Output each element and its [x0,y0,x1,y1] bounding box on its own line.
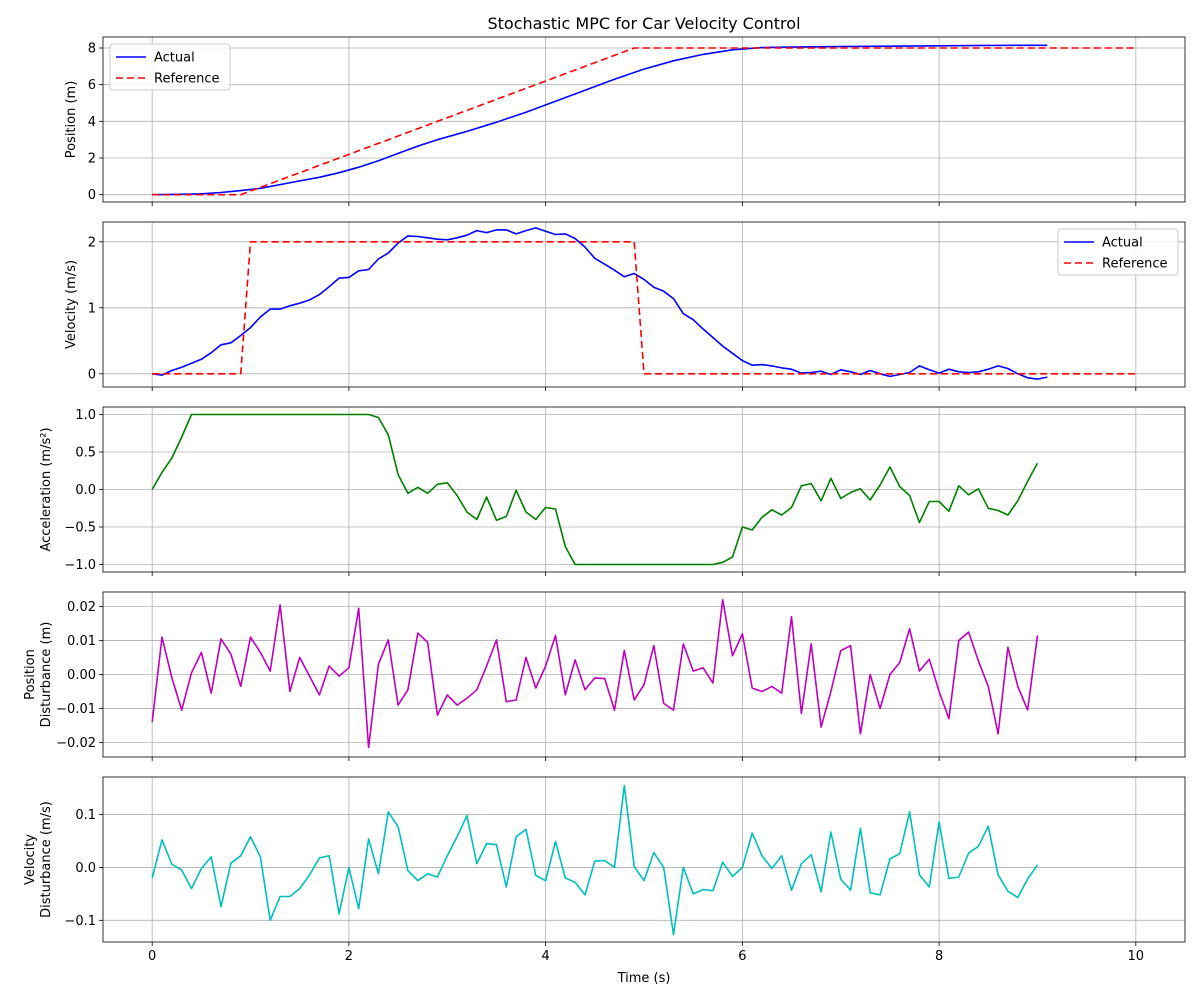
axes-frame [102,776,1186,943]
legend: Actual Reference [1057,228,1179,276]
y-axis-label: VelocityDisturbance (m/s) [23,801,54,918]
y-tick-label: 0.0 [75,861,96,876]
y-tick-label: 0.5 [75,446,96,461]
y-tick-label: −1.0 [64,558,96,573]
legend-label-reference: Reference [154,72,219,87]
y-tick-label: 8 [88,42,96,57]
y-tick-label: 1.0 [75,408,96,423]
y-tick-label: 2 [88,152,96,167]
y-tick-label: −0.01 [56,702,96,717]
x-tick-label: 10 [1128,949,1145,964]
series-line-data [151,413,1039,566]
legend-label-actual: Actual [1102,236,1143,251]
y-axis-label: Acceleration (m/s²) [39,427,54,551]
y-tick-label: 1 [88,301,96,316]
x-tick-label: 2 [345,949,353,964]
figure-title: Stochastic MPC for Car Velocity Control [487,14,800,33]
subplots: 0 2 4 6 8 Position (m) Actual Reference 0 1 2 Veloc… [23,36,1186,964]
y-axis-label-line: Velocity [23,834,38,885]
axes-frame [102,221,1186,388]
series-line-reference [152,241,1136,375]
legend-label-actual: Actual [154,51,195,66]
x-tick-label: 8 [935,949,943,964]
subplot-5: 0 2 4 6 8 10 −0.1 0.0 0.1 VelocityDisturbance (m/… [23,776,1186,964]
series-line-data [151,784,1039,936]
series-line-actual [152,227,1048,380]
legend: Actual Reference [109,43,231,91]
y-tick-label: −0.02 [56,736,96,751]
series-line-reference [152,47,1136,196]
x-tick-label: 6 [738,949,746,964]
series-line-data [151,598,1039,749]
y-axis-label-line: Disturbance (m) [39,622,54,728]
axes-frame [102,36,1186,203]
y-axis-label-line: Disturbance (m/s) [39,801,54,918]
subplot-2: 0 1 2 Velocity (m/s) Actual Reference [64,221,1186,391]
legend-label-reference: Reference [1102,257,1167,272]
y-tick-label: 0.01 [67,634,96,649]
y-tick-label: −0.5 [64,521,96,536]
series-line-actual [152,44,1048,196]
y-tick-label: 0.00 [67,668,96,683]
y-axis-label: Position (m) [64,81,79,159]
y-tick-label: 2 [88,235,96,250]
x-tick-label: 0 [148,949,156,964]
y-tick-label: 0.02 [67,600,96,615]
y-tick-label: 0 [88,367,96,382]
y-tick-label: −0.1 [64,914,96,929]
x-axis-label: Time (s) [617,971,671,986]
subplot-3: −1.0 −0.5 0.0 0.5 1.0 Acceleration (m/s²) [39,406,1186,576]
y-axis-label-line: Position [23,649,38,700]
y-axis-label: Velocity (m/s) [64,260,79,349]
y-tick-label: 0.1 [75,808,96,823]
subplot-1: 0 2 4 6 8 Position (m) Actual Reference [64,36,1186,206]
y-tick-label: 0.0 [75,483,96,498]
y-axis-label: PositionDisturbance (m) [23,622,54,728]
subplot-4: −0.02 −0.01 0.00 0.01 0.02 PositionDisturbanc… [23,591,1186,761]
y-tick-label: 0 [88,188,96,203]
y-tick-label: 6 [88,78,96,93]
x-tick-label: 4 [541,949,549,964]
y-tick-label: 4 [88,115,96,130]
